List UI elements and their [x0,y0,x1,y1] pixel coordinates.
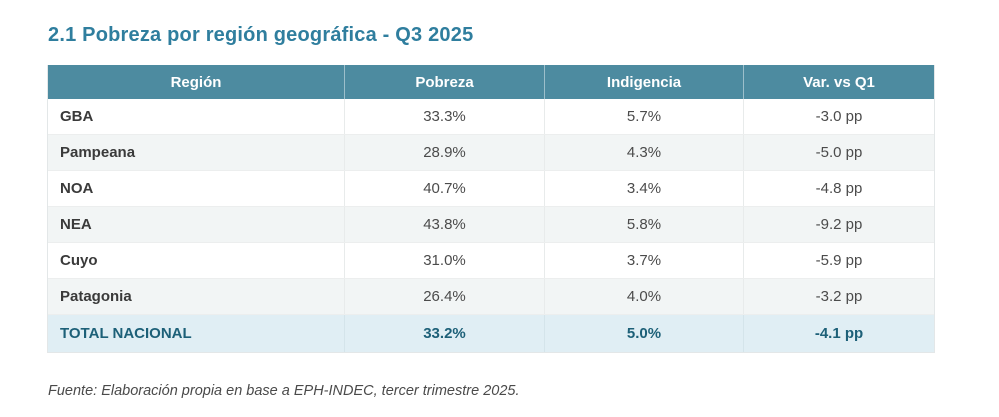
indigencia-value: 4.3% [545,135,744,170]
indigencia-value: 3.4% [545,171,744,206]
table-row: Patagonia 26.4% 4.0% -3.2 pp [48,279,934,315]
column-header-indigencia: Indigencia [545,65,744,99]
column-header-pobreza: Pobreza [345,65,545,99]
table-row: Pampeana 28.9% 4.3% -5.0 pp [48,135,934,171]
pobreza-value: 33.3% [345,99,545,134]
table-header-row: Región Pobreza Indigencia Var. vs Q1 [48,65,934,99]
region-label: Patagonia [48,279,345,314]
column-header-var-vs-q1: Var. vs Q1 [803,73,875,91]
total-indigencia-value: 5.0% [545,315,744,352]
region-label: GBA [48,99,345,134]
total-row-label: TOTAL NACIONAL [48,315,345,352]
pobreza-value: 40.7% [345,171,545,206]
total-pobreza-value: 33.2% [345,315,545,352]
table-row: NEA 43.8% 5.8% -9.2 pp [48,207,934,243]
pobreza-value: 28.9% [345,135,545,170]
var-value: -9.2 pp [815,216,863,233]
indigencia-value: 5.8% [545,207,744,242]
page-title: 2.1 Pobreza por región geográfica - Q3 2… [48,24,474,46]
indigencia-value: 4.0% [545,279,744,314]
var-value: -3.0 pp [815,108,863,125]
region-label: Cuyo [48,243,345,278]
indigencia-value: 3.7% [545,243,744,278]
table-body: GBA 33.3% 5.7% -3.0 pp Pampeana 28.9% 4.… [48,99,934,315]
table-row: Cuyo 31.0% 3.7% -5.9 pp [48,243,934,279]
var-value: -4.8 pp [815,180,863,197]
pobreza-value: 26.4% [345,279,545,314]
table-total-row: TOTAL NACIONAL 33.2% 5.0% -4.1 pp [48,315,934,352]
indigencia-value: 5.7% [545,99,744,134]
var-value: -5.0 pp [815,144,863,161]
poverty-by-region-table: Región Pobreza Indigencia Var. vs Q1 GBA… [47,65,935,353]
region-label: NOA [48,171,345,206]
column-header-region: Región [48,65,345,99]
pobreza-value: 31.0% [345,243,545,278]
table-row: GBA 33.3% 5.7% -3.0 pp [48,99,934,135]
var-value: -3.2 pp [815,288,863,305]
pobreza-value: 43.8% [345,207,545,242]
region-label: Pampeana [48,135,345,170]
var-value: -5.9 pp [815,252,863,269]
region-label: NEA [48,207,345,242]
source-note: Fuente: Elaboración propia en base a EPH… [48,383,520,399]
total-var-value: -4.1 pp [814,325,864,342]
table-row: NOA 40.7% 3.4% -4.8 pp [48,171,934,207]
